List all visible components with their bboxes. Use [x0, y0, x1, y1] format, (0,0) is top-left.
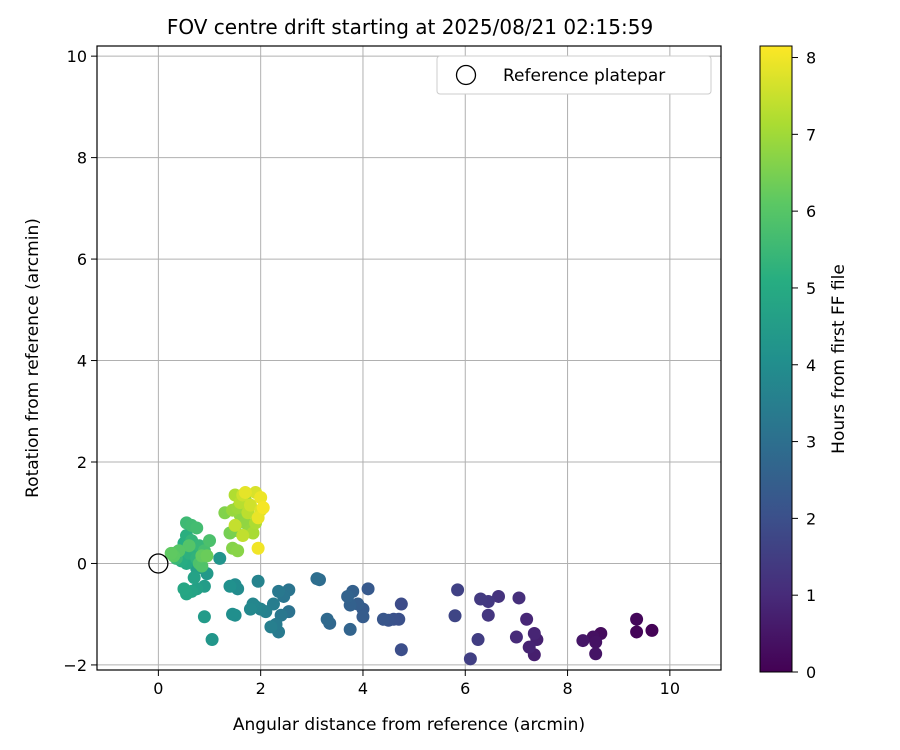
data-point [343, 622, 357, 636]
x-tick-label: 4 [358, 679, 368, 698]
data-point [448, 609, 462, 623]
colorbar-tick-label: 5 [806, 279, 816, 298]
y-tick-label: 8 [77, 149, 87, 168]
data-point [481, 608, 495, 622]
data-point [527, 626, 541, 640]
data-point [474, 592, 488, 606]
data-point [254, 491, 268, 505]
data-point [361, 582, 375, 596]
data-point [197, 610, 211, 624]
data-point [394, 597, 408, 611]
y-tick-label: 4 [77, 352, 87, 371]
data-point [203, 534, 217, 548]
y-tick-label: 0 [77, 554, 87, 573]
data-point [251, 511, 265, 525]
data-point [231, 544, 245, 558]
data-point [205, 633, 219, 647]
data-point [251, 574, 265, 588]
data-point [213, 551, 227, 565]
data-point [509, 630, 523, 644]
data-point [341, 589, 355, 603]
data-point [187, 571, 201, 585]
y-axis-label: Rotation from reference (arcmin) [23, 218, 43, 498]
data-point [256, 501, 270, 515]
x-tick-label: 0 [153, 679, 163, 698]
x-ticks: 0 2 4 6 8 10 [153, 670, 680, 698]
x-tick-label: 2 [256, 679, 266, 698]
x-tick-label: 8 [562, 679, 572, 698]
colorbar-ticks: 0 1 2 3 4 5 6 7 8 [792, 49, 816, 682]
data-point [589, 647, 603, 661]
data-point [272, 584, 286, 598]
legend: Reference platepar [436, 55, 712, 95]
data-point [228, 518, 242, 532]
points-layer [164, 485, 659, 666]
x-axis-label: Angular distance from reference (arcmin) [233, 715, 585, 735]
data-point [522, 640, 536, 654]
colorbar-tick-label: 0 [806, 663, 816, 682]
colorbar-tick-label: 4 [806, 356, 816, 375]
y-tick-label: −2 [63, 656, 87, 675]
data-point [243, 602, 257, 616]
data-point [310, 572, 324, 586]
legend-marker [455, 64, 477, 86]
y-ticks: −2 0 2 4 6 8 10 [63, 47, 97, 675]
colorbar-tick-label: 6 [806, 202, 816, 221]
data-point [195, 559, 209, 573]
data-point [576, 634, 590, 648]
colorbar-tick-label: 7 [806, 125, 816, 144]
data-point [264, 620, 278, 634]
colorbar-tick-label: 2 [806, 509, 816, 528]
data-point [520, 612, 534, 626]
y-tick-label: 6 [77, 250, 87, 269]
colorbar-label: Hours from first FF file [829, 264, 849, 454]
data-point [630, 625, 644, 639]
data-point [356, 610, 370, 624]
data-point [182, 539, 196, 553]
data-point [164, 546, 178, 560]
data-point [238, 485, 252, 499]
data-point [471, 633, 485, 647]
data-point [251, 541, 265, 555]
data-point [226, 607, 240, 621]
colorbar [759, 45, 793, 673]
data-point [463, 652, 477, 666]
data-point [236, 529, 250, 543]
reference-point [148, 553, 169, 574]
data-point [320, 612, 334, 626]
plot-frame [96, 45, 722, 671]
data-point [645, 623, 659, 637]
x-tick-label: 6 [460, 679, 470, 698]
colorbar-tick-label: 3 [806, 433, 816, 452]
data-point [492, 589, 506, 603]
data-point [376, 612, 390, 626]
x-tick-label: 10 [660, 679, 680, 698]
legend-label: Reference platepar [503, 66, 665, 86]
data-point [177, 582, 191, 596]
data-point [630, 612, 644, 626]
data-point [451, 583, 465, 597]
chart-title: FOV centre drift starting at 2025/08/21 … [167, 15, 653, 39]
data-point [190, 521, 204, 535]
data-point [223, 579, 237, 593]
data-point [246, 526, 260, 540]
y-tick-label: 2 [77, 453, 87, 472]
colorbar-tick-label: 8 [806, 49, 816, 68]
reference-marker [148, 553, 169, 574]
data-point [200, 549, 214, 563]
legend-box [436, 55, 712, 95]
data-point [589, 635, 603, 649]
y-tick-label: 10 [67, 47, 87, 66]
data-point [512, 591, 526, 605]
data-point [243, 498, 257, 512]
colorbar-tick-label: 1 [806, 586, 816, 605]
data-point [394, 643, 408, 657]
